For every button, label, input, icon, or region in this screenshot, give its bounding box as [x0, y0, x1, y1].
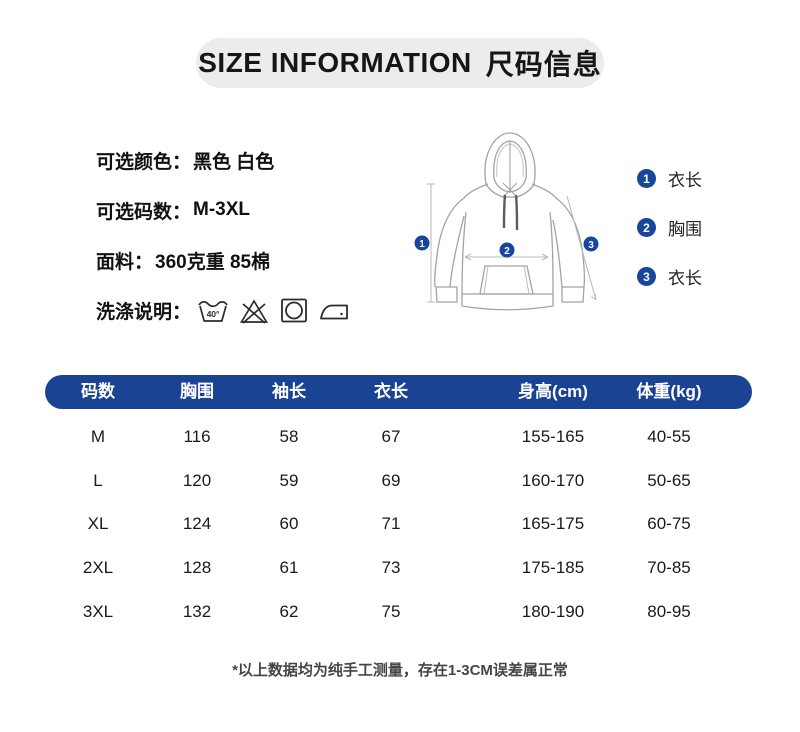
cell-weight: 50-65	[647, 471, 691, 490]
table-row-l: L 120 59 69 160-170 50-65	[45, 468, 752, 494]
cell-chest: 124	[182, 514, 212, 533]
cell-length: 73	[381, 558, 401, 577]
size-options-label: 可选码数：	[96, 201, 192, 223]
section-title: SIZE INFORMATION 尺码信息	[196, 38, 604, 88]
header-length: 衣长	[374, 382, 408, 401]
cell-size: L	[93, 471, 103, 490]
hoodie-measurement-diagram: 1 2 3	[414, 132, 599, 311]
measurement-lines	[427, 183, 597, 303]
cell-sleeve: 62	[279, 602, 299, 621]
cell-height: 155-165	[521, 427, 585, 446]
legend-item-1: 1 衣长	[637, 166, 702, 191]
cell-sleeve: 60	[279, 514, 299, 533]
header-sleeve: 袖长	[272, 382, 306, 401]
wash-care-icons: 40°	[197, 296, 350, 324]
table-row-xl: XL 124 60 71 165-175 60-75	[45, 511, 752, 537]
cell-size: 3XL	[82, 602, 114, 621]
cell-weight: 80-95	[647, 602, 691, 621]
legend-dot-3: 3	[637, 267, 656, 286]
cell-height: 160-170	[521, 471, 585, 490]
color-options-value: 黑色 白色	[193, 151, 275, 173]
size-options-value: M-3XL	[193, 199, 251, 220]
cell-chest: 116	[183, 427, 211, 446]
marker-3: 3	[588, 240, 594, 251]
cell-chest: 132	[182, 602, 212, 621]
legend-dot-1: 1	[637, 169, 656, 188]
cell-length: 69	[381, 471, 401, 490]
wash-care-line: 洗涤说明： 40°	[96, 296, 350, 324]
fabric-label: 面料：	[96, 251, 154, 273]
wash-40-icon: 40°	[198, 301, 228, 322]
color-options-label: 可选颜色：	[96, 151, 192, 173]
cell-length: 71	[381, 514, 401, 533]
measurement-markers: 1 2 3	[414, 235, 599, 258]
legend-label-3: 衣长	[668, 269, 702, 288]
fabric-value: 360克重 85棉	[155, 251, 271, 273]
header-height: 身高(cm)	[518, 382, 588, 401]
wash-care-label: 洗涤说明：	[96, 301, 192, 323]
table-row-3xl: 3XL 132 62 75 180-190 80-95	[45, 599, 752, 625]
marker-1: 1	[419, 239, 425, 250]
table-row-2xl: 2XL 128 61 73 175-185 70-85	[45, 555, 752, 581]
header-chest: 胸围	[180, 382, 214, 401]
legend-dot-2: 2	[637, 218, 656, 237]
iron-icon	[320, 304, 348, 320]
cell-sleeve: 58	[279, 427, 299, 446]
header-size: 码数	[81, 382, 115, 401]
do-not-bleach-icon	[240, 299, 269, 324]
legend-label-1: 衣长	[668, 171, 702, 190]
legend-label-2: 胸围	[668, 220, 702, 239]
cell-length: 67	[381, 427, 401, 446]
hoodie-outline	[434, 132, 586, 311]
table-row-m: M 116 58 67 155-165 40-55	[45, 424, 752, 450]
color-options-line: 可选颜色： 黑色 白色	[96, 146, 274, 174]
cell-height: 165-175	[521, 514, 585, 533]
size-table-header: 码数 胸围 袖长 衣长 身高(cm) 体重(kg)	[45, 375, 752, 409]
cell-size: 2XL	[82, 558, 114, 577]
legend-item-2: 2 胸围	[637, 215, 702, 240]
cell-size: XL	[87, 514, 109, 533]
cell-length: 75	[381, 602, 401, 621]
cell-weight: 60-75	[647, 514, 691, 533]
section-title-en: SIZE INFORMATION	[198, 47, 472, 78]
cell-size: M	[90, 427, 106, 446]
svg-text:40°: 40°	[207, 309, 220, 319]
section-title-zh: 尺码信息	[485, 49, 602, 80]
legend-item-3: 3 衣长	[637, 264, 702, 289]
size-options-line: 可选码数： M-3XL	[96, 196, 250, 224]
marker-2: 2	[504, 246, 510, 257]
header-weight: 体重(kg)	[636, 382, 702, 401]
tumble-dry-icon	[281, 298, 307, 323]
cell-sleeve: 61	[279, 558, 299, 577]
cell-chest: 128	[182, 558, 212, 577]
fabric-line: 面料： 360克重 85棉	[96, 246, 270, 274]
cell-height: 180-190	[521, 602, 585, 621]
cell-height: 175-185	[521, 558, 585, 577]
measurement-disclaimer: *以上数据均为纯手工测量，存在1-3CM误差属正常	[232, 662, 568, 679]
cell-chest: 120	[182, 471, 212, 490]
cell-sleeve: 59	[279, 471, 299, 490]
cell-weight: 70-85	[647, 558, 691, 577]
cell-weight: 40-55	[647, 427, 691, 446]
